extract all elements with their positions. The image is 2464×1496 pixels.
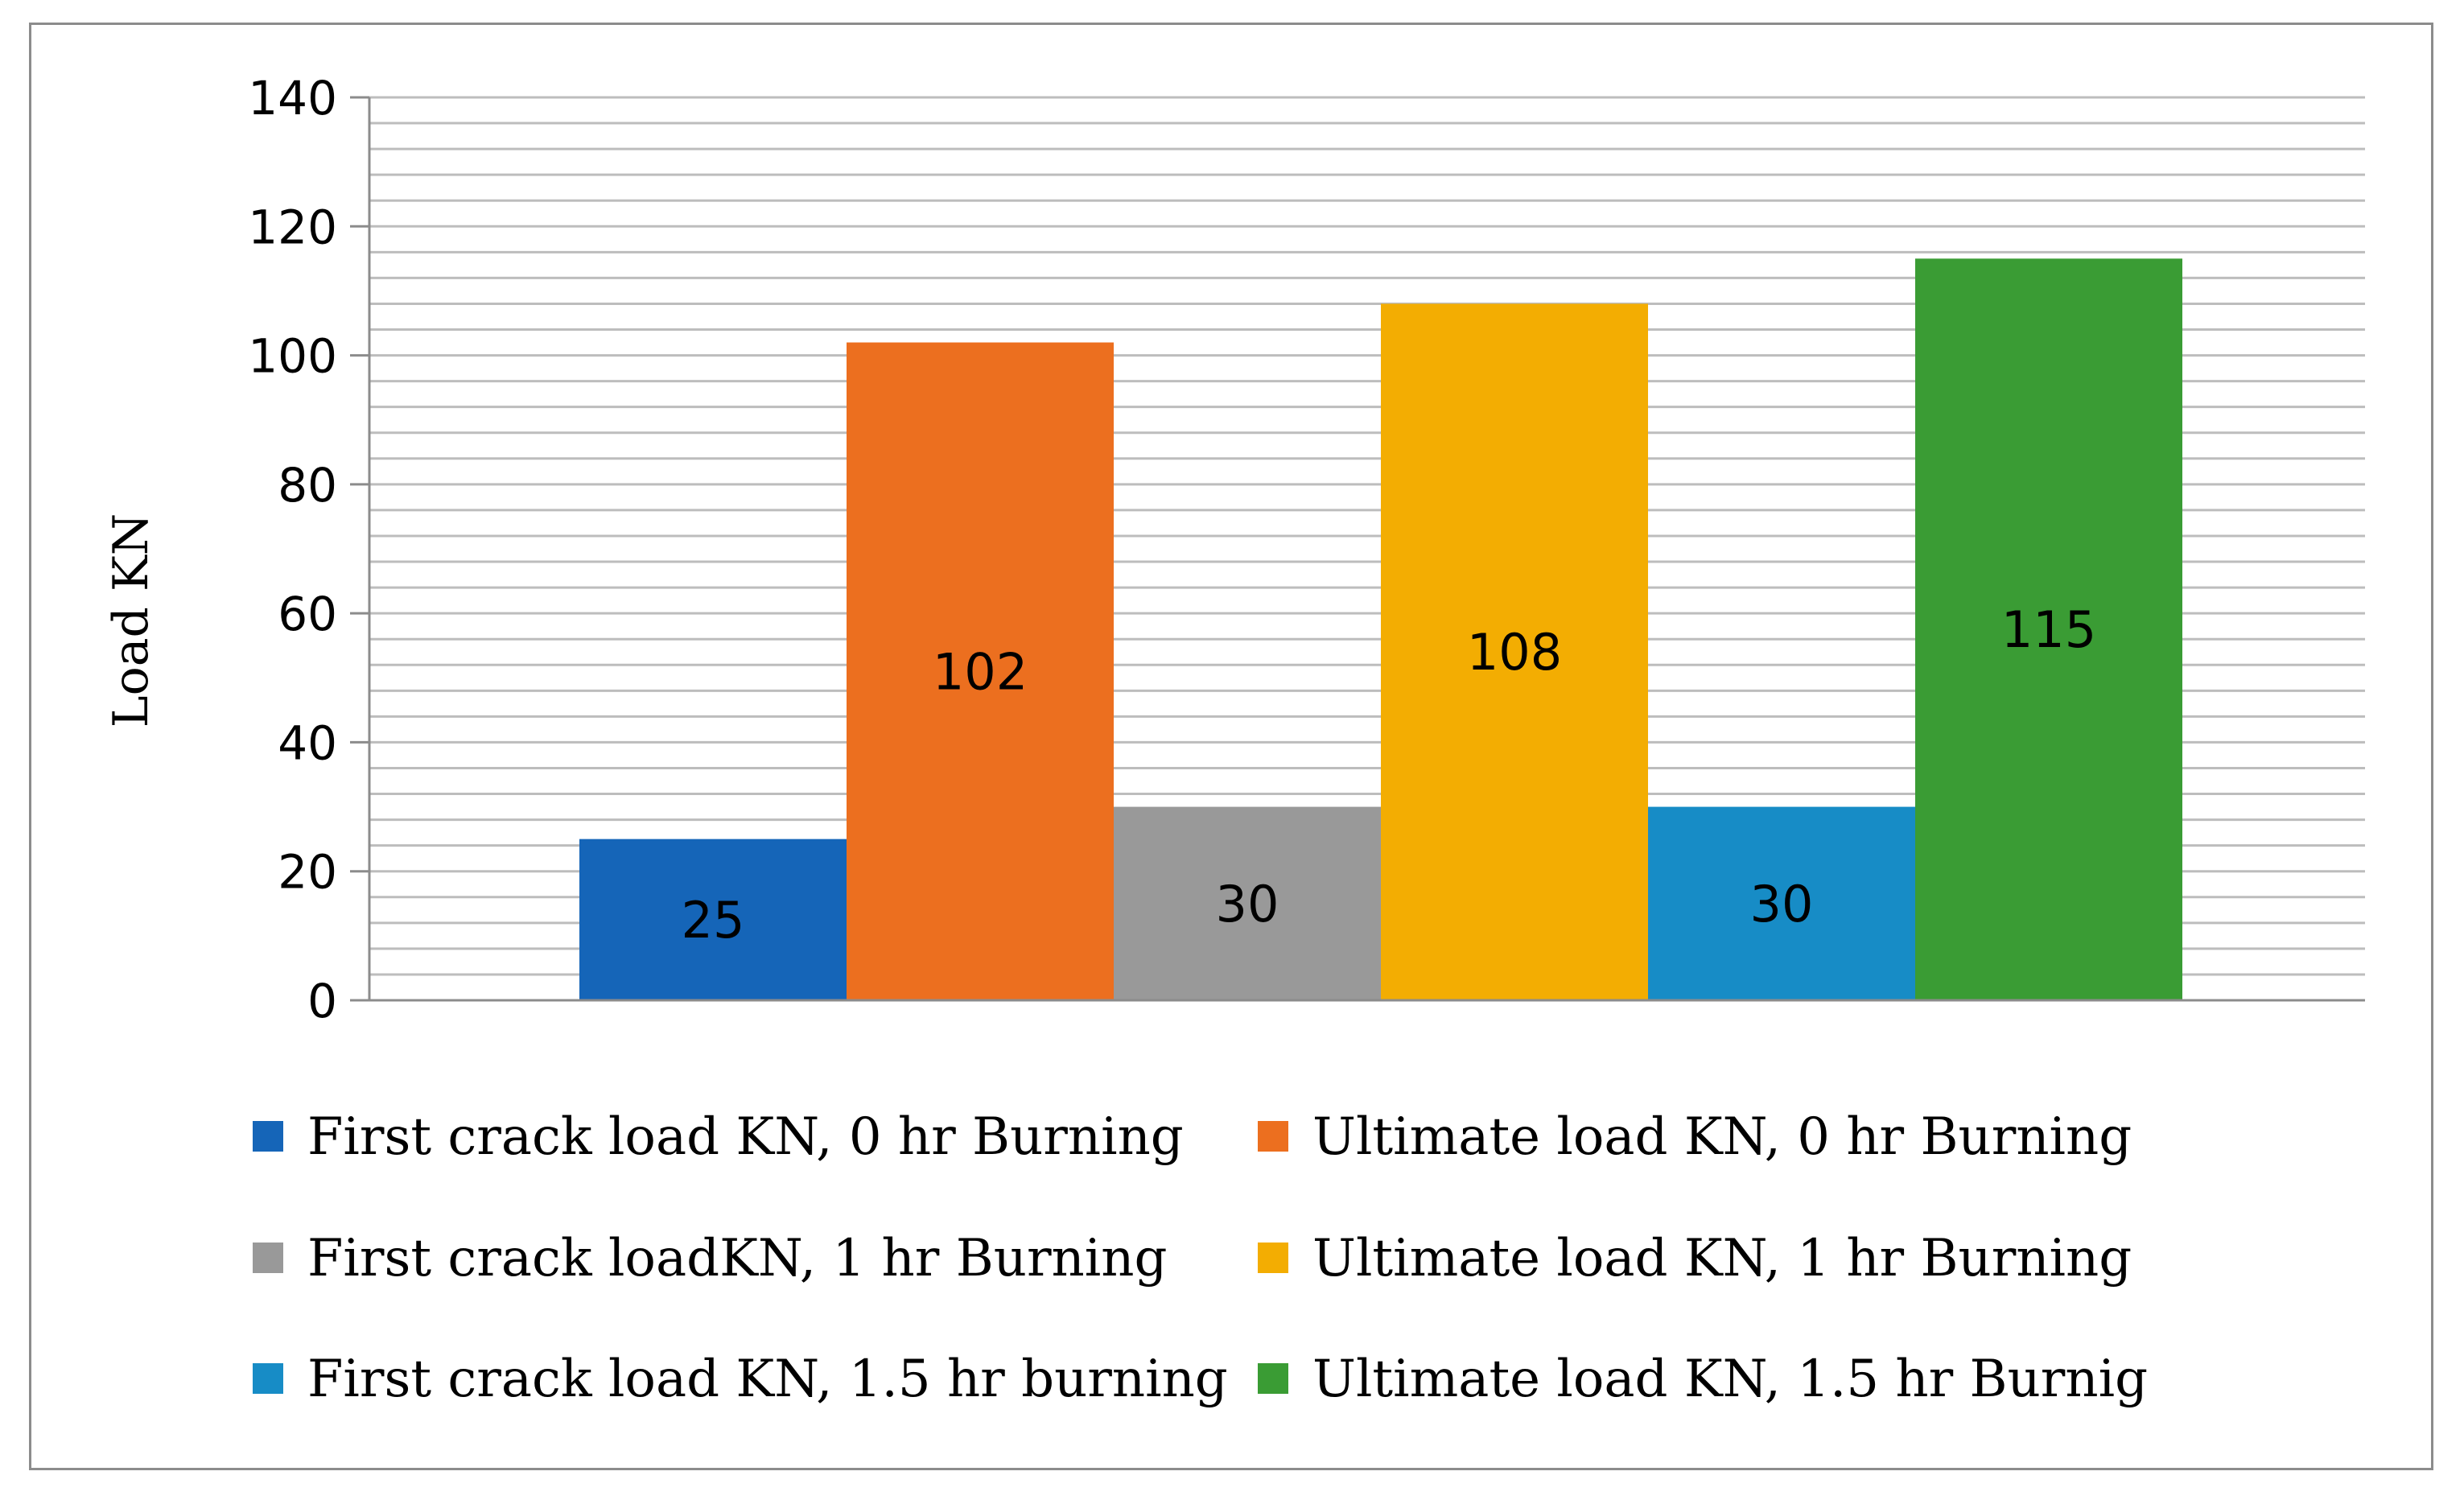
bar — [1114, 806, 1381, 1000]
legend-label: First crack load KN, 1.5 hr burning — [307, 1350, 1228, 1409]
y-tick-label: 40 — [278, 715, 337, 770]
legend-item: First crack load KN, 0 hr Burning — [253, 1107, 1184, 1167]
y-tick-label: 20 — [278, 845, 337, 900]
legend-label: Ultimate load KN, 1.5 hr Burnig — [1312, 1350, 2148, 1409]
chart-frame: 0 20 40 60 80 100 120 140 25 102 30 108 30 115 Load … — [29, 23, 2433, 1470]
y-tick-label: 100 — [248, 329, 337, 384]
data-labels: 25 102 30 108 30 115 — [682, 600, 2097, 950]
y-tick-label: 120 — [248, 200, 337, 254]
bar — [1381, 303, 1648, 1000]
y-tick-label: 80 — [278, 458, 337, 513]
legend-label: Ultimate load KN, 1 hr Burning — [1312, 1229, 2132, 1288]
legend-label: Ultimate load KN, 0 hr Burning — [1312, 1107, 2132, 1167]
bar — [579, 839, 847, 1000]
bar — [1648, 806, 1915, 1000]
bar — [847, 342, 1114, 1000]
bar — [1915, 258, 2182, 1000]
data-label: 30 — [1216, 875, 1279, 933]
data-label: 108 — [1467, 623, 1562, 682]
legend-item: Ultimate load KN, 0 hr Burning — [1258, 1107, 2132, 1167]
data-label: 30 — [1750, 875, 1814, 933]
legend-swatch — [253, 1243, 283, 1273]
legend-swatch — [253, 1363, 283, 1394]
legend-label: First crack load KN, 0 hr Burning — [307, 1107, 1184, 1167]
y-tick-label: 0 — [307, 974, 337, 1028]
legend-item: Ultimate load KN, 1 hr Burning — [1258, 1229, 2132, 1288]
legend-item: Ultimate load KN, 1.5 hr Burnig — [1258, 1350, 2148, 1409]
legend-swatch — [1258, 1121, 1288, 1152]
y-tick-label: 60 — [278, 587, 337, 641]
legend-item: First crack loadKN, 1 hr Burning — [253, 1229, 1167, 1288]
legend-item: First crack load KN, 1.5 hr burning — [253, 1350, 1228, 1409]
y-axis-title: Load KN — [103, 513, 159, 728]
y-tick-label: 140 — [248, 71, 337, 126]
legend-swatch — [253, 1121, 283, 1152]
data-label: 102 — [933, 642, 1028, 701]
data-label: 25 — [682, 891, 745, 950]
legend: First crack load KN, 0 hr Burning Ultimat… — [253, 1107, 2148, 1409]
legend-swatch — [1258, 1363, 1288, 1394]
legend-label: First crack loadKN, 1 hr Burning — [307, 1229, 1167, 1288]
bar-chart: 0 20 40 60 80 100 120 140 25 102 30 108 30 115 Load … — [103, 71, 2365, 1409]
legend-swatch — [1258, 1243, 1288, 1273]
axes: 0 20 40 60 80 100 120 140 — [248, 71, 2365, 1028]
data-label: 115 — [2001, 600, 2096, 659]
bars — [579, 258, 2182, 1000]
